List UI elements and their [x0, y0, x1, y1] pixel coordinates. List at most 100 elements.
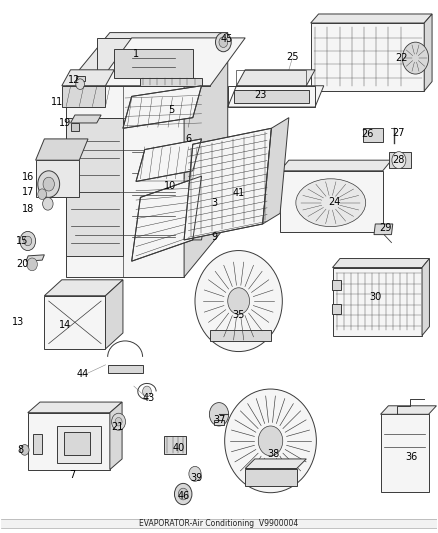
- Polygon shape: [132, 176, 201, 261]
- Circle shape: [403, 42, 428, 74]
- Polygon shape: [44, 296, 106, 349]
- Polygon shape: [237, 70, 315, 86]
- Polygon shape: [332, 268, 422, 336]
- Circle shape: [219, 37, 228, 47]
- Text: 21: 21: [112, 422, 124, 432]
- Text: 38: 38: [268, 449, 280, 458]
- Text: 37: 37: [214, 415, 226, 425]
- Text: 19: 19: [59, 118, 71, 128]
- Bar: [1, 519, 437, 528]
- Text: 40: 40: [173, 443, 185, 453]
- Text: 28: 28: [393, 155, 405, 165]
- Text: 14: 14: [59, 320, 71, 330]
- Polygon shape: [164, 435, 186, 454]
- Polygon shape: [28, 413, 110, 470]
- Circle shape: [43, 177, 54, 191]
- Polygon shape: [214, 419, 224, 425]
- Circle shape: [38, 171, 60, 197]
- Polygon shape: [71, 115, 101, 123]
- Text: 17: 17: [21, 187, 34, 197]
- Polygon shape: [123, 86, 201, 128]
- Text: 8: 8: [17, 445, 23, 455]
- Polygon shape: [35, 160, 79, 197]
- Polygon shape: [44, 280, 123, 296]
- Polygon shape: [184, 128, 272, 240]
- Polygon shape: [108, 365, 143, 373]
- Circle shape: [38, 189, 46, 199]
- Polygon shape: [363, 128, 383, 142]
- Text: 18: 18: [21, 204, 34, 214]
- Text: 36: 36: [405, 452, 417, 462]
- Text: 29: 29: [380, 223, 392, 233]
- Polygon shape: [71, 123, 79, 131]
- Text: 44: 44: [77, 369, 89, 379]
- Circle shape: [258, 426, 283, 456]
- Ellipse shape: [225, 389, 316, 492]
- Ellipse shape: [296, 179, 366, 227]
- Polygon shape: [381, 414, 428, 492]
- Text: 7: 7: [70, 470, 76, 480]
- Polygon shape: [28, 402, 122, 413]
- Polygon shape: [97, 38, 210, 86]
- Polygon shape: [26, 255, 44, 261]
- Polygon shape: [228, 86, 324, 107]
- Polygon shape: [332, 280, 341, 290]
- Text: 20: 20: [16, 259, 29, 269]
- Text: 5: 5: [168, 104, 174, 115]
- Circle shape: [143, 386, 151, 397]
- Text: 25: 25: [286, 52, 299, 61]
- Text: 39: 39: [190, 473, 202, 483]
- Polygon shape: [234, 90, 308, 103]
- Polygon shape: [136, 139, 201, 181]
- Text: 30: 30: [369, 292, 381, 302]
- Text: 35: 35: [233, 310, 245, 320]
- Circle shape: [27, 258, 37, 271]
- Polygon shape: [66, 86, 184, 277]
- Polygon shape: [64, 432, 90, 455]
- Polygon shape: [245, 469, 297, 486]
- Polygon shape: [62, 70, 114, 86]
- Polygon shape: [332, 304, 341, 314]
- Text: 12: 12: [68, 76, 80, 85]
- Polygon shape: [62, 86, 106, 107]
- Polygon shape: [280, 171, 383, 232]
- Polygon shape: [311, 14, 432, 23]
- Circle shape: [76, 79, 85, 90]
- Polygon shape: [245, 459, 306, 469]
- Text: 24: 24: [328, 197, 341, 207]
- Polygon shape: [424, 14, 432, 91]
- Text: 41: 41: [233, 188, 245, 198]
- Text: 43: 43: [142, 393, 154, 403]
- Polygon shape: [263, 118, 289, 224]
- Text: 46: 46: [178, 491, 190, 501]
- Circle shape: [392, 152, 406, 168]
- Polygon shape: [106, 280, 123, 349]
- Circle shape: [20, 231, 35, 251]
- Circle shape: [20, 445, 29, 455]
- Polygon shape: [66, 33, 228, 86]
- Text: 22: 22: [395, 53, 408, 63]
- Text: 16: 16: [21, 172, 34, 182]
- Circle shape: [189, 466, 201, 481]
- Ellipse shape: [195, 251, 283, 352]
- Circle shape: [42, 197, 53, 210]
- Polygon shape: [35, 139, 88, 160]
- Polygon shape: [374, 224, 393, 235]
- Circle shape: [112, 413, 126, 430]
- Circle shape: [174, 483, 192, 505]
- Text: 15: 15: [15, 236, 28, 246]
- Polygon shape: [422, 259, 429, 336]
- Polygon shape: [381, 406, 436, 414]
- Polygon shape: [141, 78, 201, 86]
- Polygon shape: [33, 434, 42, 454]
- Circle shape: [115, 417, 122, 426]
- Text: 13: 13: [12, 317, 24, 327]
- Circle shape: [209, 402, 229, 426]
- Text: 26: 26: [361, 128, 374, 139]
- Polygon shape: [311, 23, 424, 91]
- Text: 1: 1: [133, 49, 139, 59]
- Circle shape: [24, 236, 32, 246]
- Polygon shape: [110, 402, 122, 470]
- Text: 10: 10: [164, 181, 176, 191]
- Circle shape: [178, 488, 188, 500]
